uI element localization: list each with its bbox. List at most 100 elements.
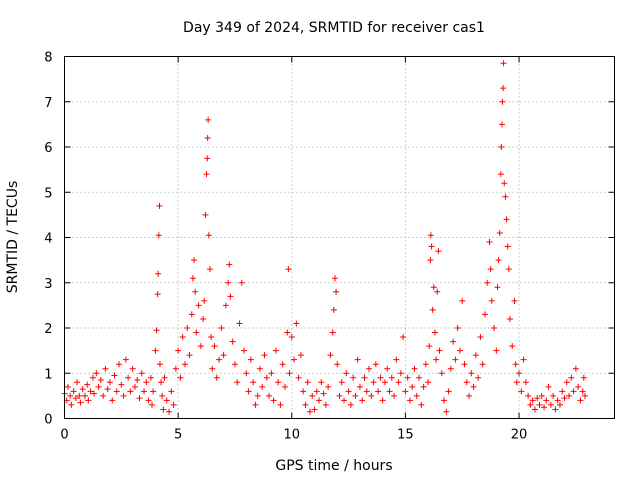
data-point xyxy=(468,370,475,377)
data-point xyxy=(441,397,448,404)
data-point xyxy=(186,352,193,359)
data-point xyxy=(147,374,154,381)
data-point xyxy=(498,144,505,150)
data-point xyxy=(352,392,359,399)
data-point xyxy=(561,395,568,402)
data-point xyxy=(379,397,386,404)
y-tick-label: 1 xyxy=(44,367,52,382)
data-point xyxy=(499,121,505,128)
data-point xyxy=(433,356,440,363)
data-point xyxy=(127,388,134,395)
data-point xyxy=(386,388,393,395)
grid-lines xyxy=(64,56,615,419)
data-point xyxy=(493,347,500,354)
data-point xyxy=(472,352,479,359)
data-point xyxy=(145,397,152,404)
data-point xyxy=(330,306,337,313)
y-tick-label: 8 xyxy=(44,51,52,66)
y-tick-label: 4 xyxy=(44,232,52,247)
data-point xyxy=(297,352,304,359)
x-tick-label: 10 xyxy=(283,428,300,443)
data-point xyxy=(300,388,307,395)
data-point xyxy=(304,379,311,386)
data-point xyxy=(372,361,379,368)
data-point xyxy=(422,361,429,368)
data-point xyxy=(488,297,495,304)
data-point xyxy=(243,370,250,377)
data-point xyxy=(204,134,211,141)
data-point xyxy=(502,193,509,200)
data-point xyxy=(581,392,588,399)
y-tick-label: 7 xyxy=(44,96,52,111)
x-tick-label: 15 xyxy=(397,428,414,443)
data-point xyxy=(354,356,361,363)
data-point xyxy=(136,395,143,402)
data-point xyxy=(500,60,507,67)
data-point xyxy=(231,361,238,368)
y-tick-label: 0 xyxy=(44,413,52,428)
data-point xyxy=(205,232,212,239)
data-points xyxy=(61,60,588,415)
data-point xyxy=(484,279,491,286)
data-point xyxy=(511,297,518,304)
data-point xyxy=(281,383,288,390)
data-point xyxy=(213,374,220,381)
data-point xyxy=(366,365,373,372)
data-point xyxy=(163,397,170,404)
data-point xyxy=(443,408,450,415)
data-point xyxy=(501,180,508,187)
data-point xyxy=(331,275,338,282)
data-point xyxy=(168,388,175,395)
data-point xyxy=(220,352,227,359)
data-point xyxy=(445,388,452,395)
data-point xyxy=(222,302,229,309)
data-point xyxy=(197,343,204,350)
data-point xyxy=(241,347,248,354)
data-point xyxy=(395,379,402,386)
data-point xyxy=(459,297,466,304)
data-point xyxy=(341,397,348,404)
data-point xyxy=(413,392,420,399)
data-point xyxy=(400,334,407,341)
data-point xyxy=(505,266,512,273)
data-point xyxy=(563,379,570,386)
data-point xyxy=(452,356,459,363)
data-point xyxy=(541,404,548,411)
data-point xyxy=(393,356,400,363)
data-point xyxy=(116,361,123,368)
data-point xyxy=(153,327,160,334)
data-point xyxy=(238,279,245,286)
data-point xyxy=(329,329,336,336)
data-point xyxy=(475,374,482,381)
data-point xyxy=(316,397,323,404)
data-point xyxy=(496,229,503,236)
data-point xyxy=(175,347,182,354)
data-point xyxy=(368,392,375,399)
data-point xyxy=(486,239,493,246)
data-point xyxy=(254,392,261,399)
data-point xyxy=(279,361,286,368)
data-point xyxy=(375,388,382,395)
data-point xyxy=(188,311,195,318)
data-point xyxy=(272,347,279,354)
data-point xyxy=(74,379,80,386)
data-point xyxy=(226,261,233,268)
data-point xyxy=(420,383,427,390)
data-point xyxy=(347,401,354,408)
data-point xyxy=(77,399,84,406)
data-point xyxy=(487,266,494,273)
data-point xyxy=(93,370,100,377)
data-point xyxy=(256,365,263,372)
data-point xyxy=(284,329,291,336)
data-point xyxy=(179,334,186,341)
data-point xyxy=(91,390,98,397)
data-point xyxy=(497,171,504,178)
data-point xyxy=(356,383,363,390)
data-point xyxy=(122,356,129,363)
data-point xyxy=(155,270,162,277)
data-point xyxy=(211,343,218,350)
data-point xyxy=(134,377,141,384)
data-point xyxy=(425,379,432,386)
data-point xyxy=(404,374,411,381)
chart-title: Day 349 of 2024, SRMTID for receiver cas… xyxy=(183,20,485,36)
